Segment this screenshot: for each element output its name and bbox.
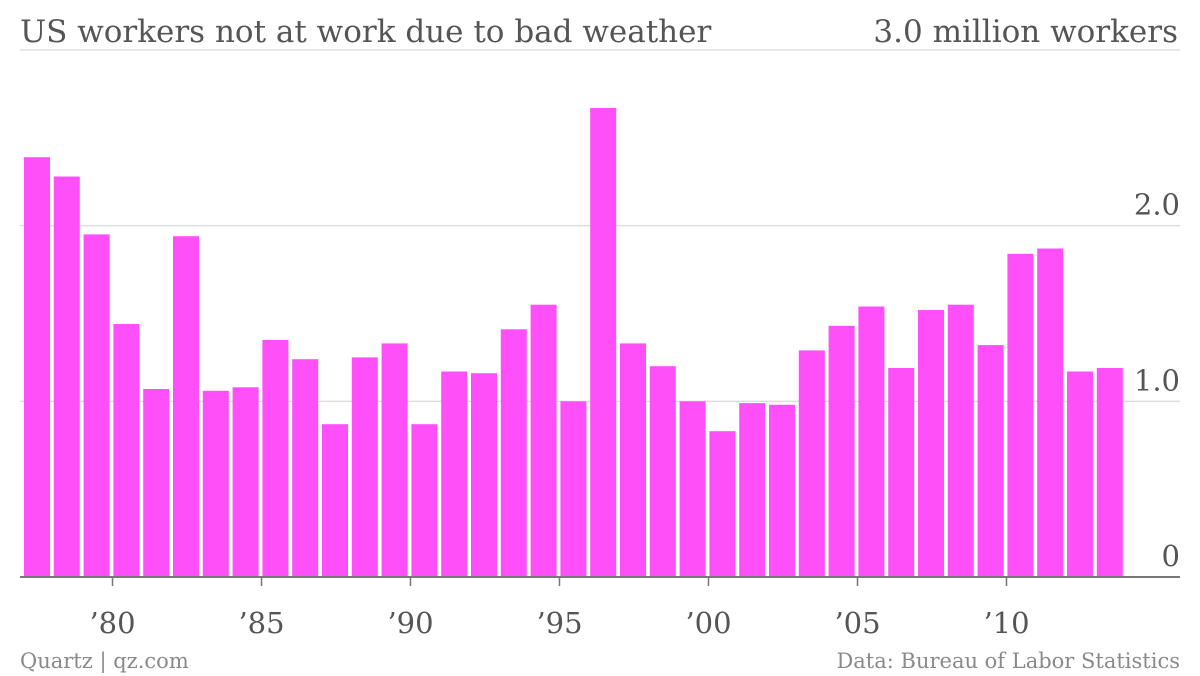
bar-1989 (381, 343, 408, 577)
bar-1985 (262, 339, 289, 577)
unit-label: 3.0 million workers (873, 14, 1178, 50)
y-tick-label: 0 (1162, 539, 1180, 573)
y-tick-label: 1.0 (1134, 363, 1180, 397)
bar-2012 (1067, 371, 1093, 577)
bar-1988 (351, 357, 378, 577)
bar-1994 (530, 304, 557, 577)
bar-1984 (232, 387, 259, 577)
bar-2008 (947, 304, 974, 577)
bar-2009 (977, 345, 1004, 577)
bar-1981 (143, 389, 170, 577)
bar-2005 (858, 306, 885, 577)
x-tick-label: ’95 (536, 606, 582, 640)
bar-1977 (24, 157, 50, 577)
bar-2011 (1037, 248, 1064, 577)
y-tick-labels: 0 1.0 2.0 (1134, 188, 1180, 573)
bar-2006 (888, 368, 915, 577)
bar-2013 (1096, 368, 1123, 577)
bar-1998 (649, 366, 676, 577)
bar-1991 (441, 371, 468, 577)
footer-source: Data: Bureau of Labor Statistics (836, 649, 1180, 673)
bar-1979 (83, 234, 110, 577)
bar-1996 (590, 108, 617, 577)
x-tick-labels: ’80 ’85 ’90 ’95 ’00 ’05 ’10 (89, 577, 1030, 640)
bar-2007 (918, 310, 944, 577)
bars (24, 108, 1123, 578)
x-tick-label: ’80 (89, 606, 135, 640)
footer-credit: Quartz | qz.com (20, 649, 189, 674)
x-tick-label: ’85 (238, 606, 284, 640)
bar-1987 (322, 424, 348, 577)
bar-2010 (1007, 253, 1034, 578)
x-tick-label: ’90 (387, 606, 433, 640)
bar-1986 (292, 359, 319, 577)
y-tick-label: 2.0 (1134, 188, 1180, 222)
bar-2000 (709, 431, 736, 577)
bar-1997 (620, 343, 646, 577)
bar-2002 (769, 404, 795, 577)
bar-2004 (828, 325, 855, 577)
x-tick-label: ’05 (834, 606, 880, 640)
bar-1983 (202, 390, 229, 577)
bar-2003 (798, 350, 825, 577)
chart-title: US workers not at work due to bad weathe… (20, 14, 711, 50)
bar-1978 (53, 176, 80, 577)
x-tick-label: ’10 (983, 606, 1029, 640)
bar-1982 (173, 236, 199, 577)
bar-1999 (679, 401, 706, 577)
bar-2001 (739, 403, 766, 577)
bar-1990 (411, 424, 438, 577)
bar-1992 (471, 373, 497, 577)
bar-1993 (500, 329, 527, 577)
bar-1995 (560, 401, 587, 577)
x-tick-label: ’00 (685, 606, 731, 640)
bar-1980 (113, 324, 140, 577)
